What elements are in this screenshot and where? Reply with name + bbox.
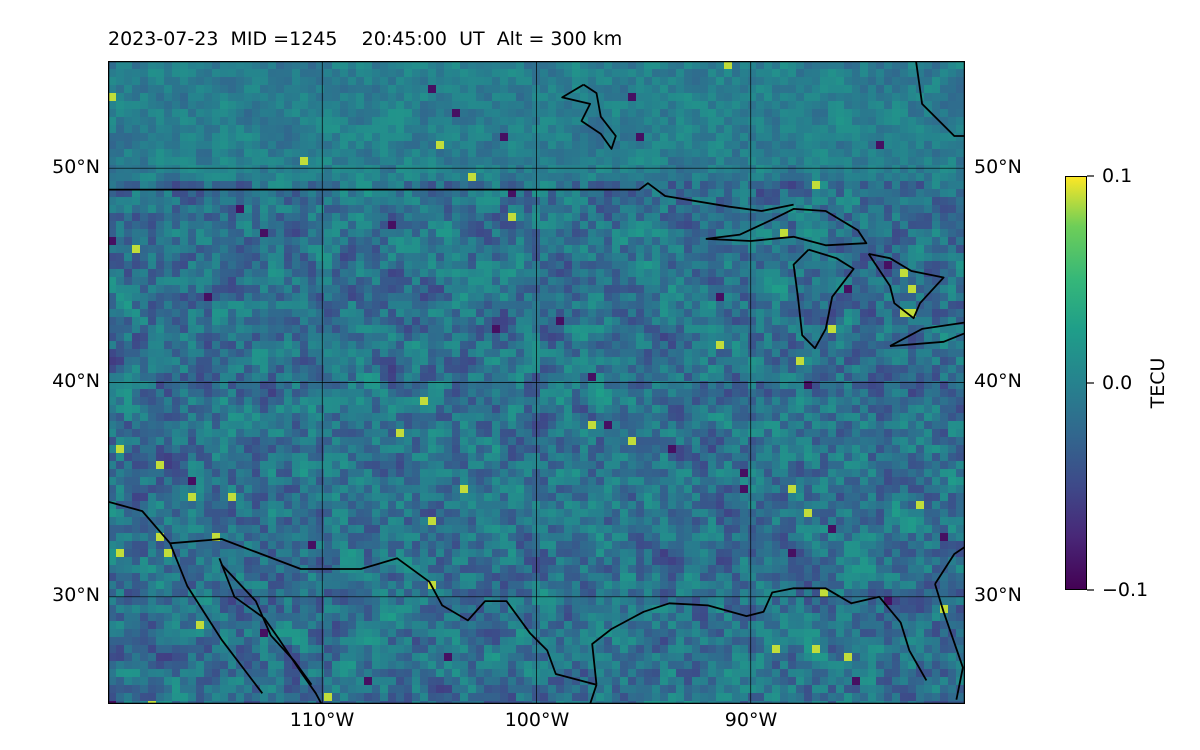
lake-erie [889,321,965,347]
time-unit-text: UT [459,28,485,50]
colorbar-tick-max: 0.1 [1102,165,1133,187]
colorbar [1065,176,1087,590]
map-canvas [108,61,965,704]
map-frame [108,61,965,704]
mid-text: MID =1245 [230,28,338,50]
lat-label-left-50: 50°N [52,156,100,178]
lon-label-90w: 90°W [724,709,778,731]
colorbar-label: TECU [1147,357,1169,409]
lake-winnipeg [561,83,617,150]
baja-east [220,564,313,686]
colorbar-ticks [1087,175,1094,591]
coastlines [108,61,965,704]
lat-label-right-40: 40°N [974,370,1022,392]
lon-label-110w: 110°W [289,709,355,731]
lat-label-right-30: 30°N [974,584,1022,606]
colorbar-tick-zero: 0.0 [1102,372,1133,394]
pacific-coast [108,500,264,694]
time-text: 20:45:00 [361,28,447,50]
lake-superior [705,207,868,247]
altitude-text: Alt = 300 km [496,28,623,50]
lon-label-100w: 100°W [504,709,570,731]
lat-label-left-30: 30°N [52,584,100,606]
lake-michigan [792,248,855,350]
lake-huron [867,253,945,320]
colorbar-tick-min: −0.1 [1102,579,1149,601]
date-text: 2023-07-23 [108,28,219,50]
hudson-bay [915,61,965,137]
florida-east [934,583,964,700]
atlantic-coast [934,545,965,585]
gulf-of-california [218,557,323,704]
map-header: 2023-07-23 MID =1245 20:45:00 UT Alt = 3… [108,28,622,50]
lat-label-right-50: 50°N [974,156,1022,178]
us-canada-border [108,182,794,212]
us-mexico-border [170,538,597,686]
lat-label-left-40: 40°N [52,370,100,392]
mexico-gulf [589,684,598,704]
tec-map[interactable] [108,61,965,704]
gulf-coast [591,587,928,685]
